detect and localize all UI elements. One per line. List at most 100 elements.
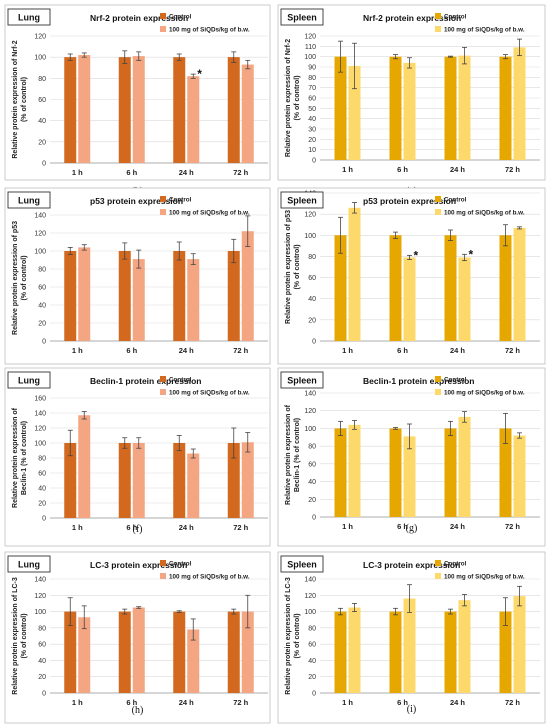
y-tick-label: 100 — [34, 609, 46, 616]
bar-siqds-6h — [132, 56, 145, 163]
y-tick-label: 40 — [308, 479, 316, 486]
bar-control-1h — [334, 56, 347, 160]
chart-title: LC-3 protein expression — [363, 560, 460, 570]
y-tick-label: 100 — [304, 426, 316, 433]
y-axis-label: Relative protein expression of LC-3 (% of… — [12, 577, 28, 695]
x-tick-label: 6 h — [397, 346, 408, 355]
y-tick-label: 160 — [34, 396, 46, 403]
y-axis-label-line: Relative protein expression of Nrf-2 — [12, 40, 19, 158]
y-tick-label: 20 — [38, 674, 46, 681]
x-tick-label: 72 h — [233, 698, 248, 707]
bar-control-1h — [334, 428, 347, 517]
tissue-label-box — [7, 8, 51, 26]
panel-caption: (f) — [133, 524, 143, 535]
tissue-label-box — [7, 191, 51, 209]
legend-label: Control — [169, 561, 192, 568]
legend-swatch — [435, 376, 441, 382]
y-tick-label: 70 — [308, 85, 316, 92]
tissue-label-box — [280, 371, 324, 389]
tissue-label-text: Lung — [18, 376, 40, 386]
bar-siqds-6h — [132, 607, 145, 693]
x-tick-label: 24 h — [450, 346, 465, 355]
legend-swatch — [160, 13, 166, 19]
bar-control-6h — [118, 251, 131, 341]
y-axis-label: Relative protein expression of p53 (% of … — [12, 221, 28, 335]
bar-control-1h — [334, 611, 347, 693]
x-tick-label: 24 h — [179, 168, 194, 177]
chart-panel-f: 0 20 40 60 80 100 120 140 160 Relative protein ex… — [4, 367, 271, 547]
legend-swatch — [160, 209, 166, 215]
y-tick-label: 80 — [38, 456, 46, 463]
y-axis-label: Relative protein expression of Nrf-2 (% o… — [285, 39, 301, 157]
bar-siqds-1h — [348, 207, 361, 341]
bar-siqds-6h — [403, 436, 416, 517]
chart-title: Nrf-2 protein expression — [363, 13, 461, 23]
x-tick-label: 1 h — [342, 522, 353, 531]
y-tick-label: 0 — [312, 339, 316, 346]
bar-siqds-1h — [78, 617, 91, 693]
bar-siqds-72h — [241, 64, 254, 163]
bar-siqds-24h — [458, 416, 471, 517]
x-tick-label: 72 h — [233, 346, 248, 355]
y-tick-label: 0 — [42, 516, 46, 523]
legend-label: Control — [444, 197, 467, 204]
y-tick-label: 0 — [312, 515, 316, 522]
x-tick-label: 1 h — [342, 346, 353, 355]
y-tick-label: 110 — [305, 44, 316, 51]
y-tick-label: 140 — [34, 213, 46, 220]
y-tick-label: 80 — [38, 267, 46, 274]
legend-swatch — [435, 209, 441, 215]
y-tick-label: 40 — [308, 658, 316, 665]
x-tick-label: 24 h — [179, 346, 194, 355]
bar-control-72h — [227, 611, 240, 693]
x-tick-label: 6 h — [397, 522, 408, 531]
y-tick-label: 20 — [308, 137, 316, 144]
tissue-label-box — [280, 8, 324, 26]
y-tick-label: 20 — [38, 321, 46, 328]
y-axis-label: Relative protein expression of Beclin-1 (… — [285, 404, 301, 505]
bar-siqds-72h — [513, 596, 526, 693]
bar-siqds-1h — [348, 607, 361, 693]
y-tick-label: 120 — [304, 593, 316, 600]
y-tick-label: 0 — [42, 339, 46, 346]
y-tick-label: 20 — [308, 674, 316, 681]
x-tick-label: 1 h — [72, 346, 83, 355]
y-axis-label-line: Relative protein expression of LC-3 — [12, 577, 19, 695]
bar-siqds-6h — [132, 443, 145, 518]
y-tick-label: 90 — [308, 65, 316, 72]
bar-control-72h — [227, 57, 240, 163]
bar-siqds-72h — [241, 231, 254, 341]
x-tick-label: 24 h — [179, 523, 194, 532]
bar-control-6h — [389, 611, 402, 693]
legend-label: Control — [169, 197, 192, 204]
y-axis-label-line: (% of control) — [21, 255, 28, 300]
x-tick-label: 6 h — [126, 523, 137, 532]
y-tick-label: 100 — [304, 54, 316, 61]
bar-control-6h — [389, 428, 402, 517]
bar-control-6h — [389, 235, 402, 341]
chart-title: Beclin-1 protein expression — [90, 376, 201, 386]
y-tick-label: 80 — [308, 254, 316, 261]
legend-swatch — [435, 389, 441, 395]
legend-label: 100 mg of SiQDs/kg of b.w. — [169, 574, 250, 581]
legend-label: 100 mg of SiQDs/kg of b.w. — [169, 210, 250, 217]
y-tick-label: 120 — [34, 34, 46, 41]
y-tick-label: 0 — [312, 158, 316, 165]
tissue-label: Spleen — [280, 191, 324, 209]
x-tick-label: 1 h — [72, 168, 83, 177]
bar-control-24h — [173, 443, 186, 518]
y-tick-label: 120 — [34, 426, 46, 433]
y-tick-label: 80 — [308, 75, 316, 82]
y-tick-label: 120 — [34, 231, 46, 238]
x-tick-label: 24 h — [450, 698, 465, 707]
y-axis-label-line: Beclin-1 (% of control) — [294, 418, 301, 492]
tissue-label: Spleen — [280, 555, 324, 573]
bar-control-6h — [118, 611, 131, 693]
legend-label: Control — [444, 377, 467, 384]
legend-swatch — [160, 560, 166, 566]
y-tick-label: 80 — [38, 76, 46, 83]
bar-control-6h — [118, 57, 131, 163]
